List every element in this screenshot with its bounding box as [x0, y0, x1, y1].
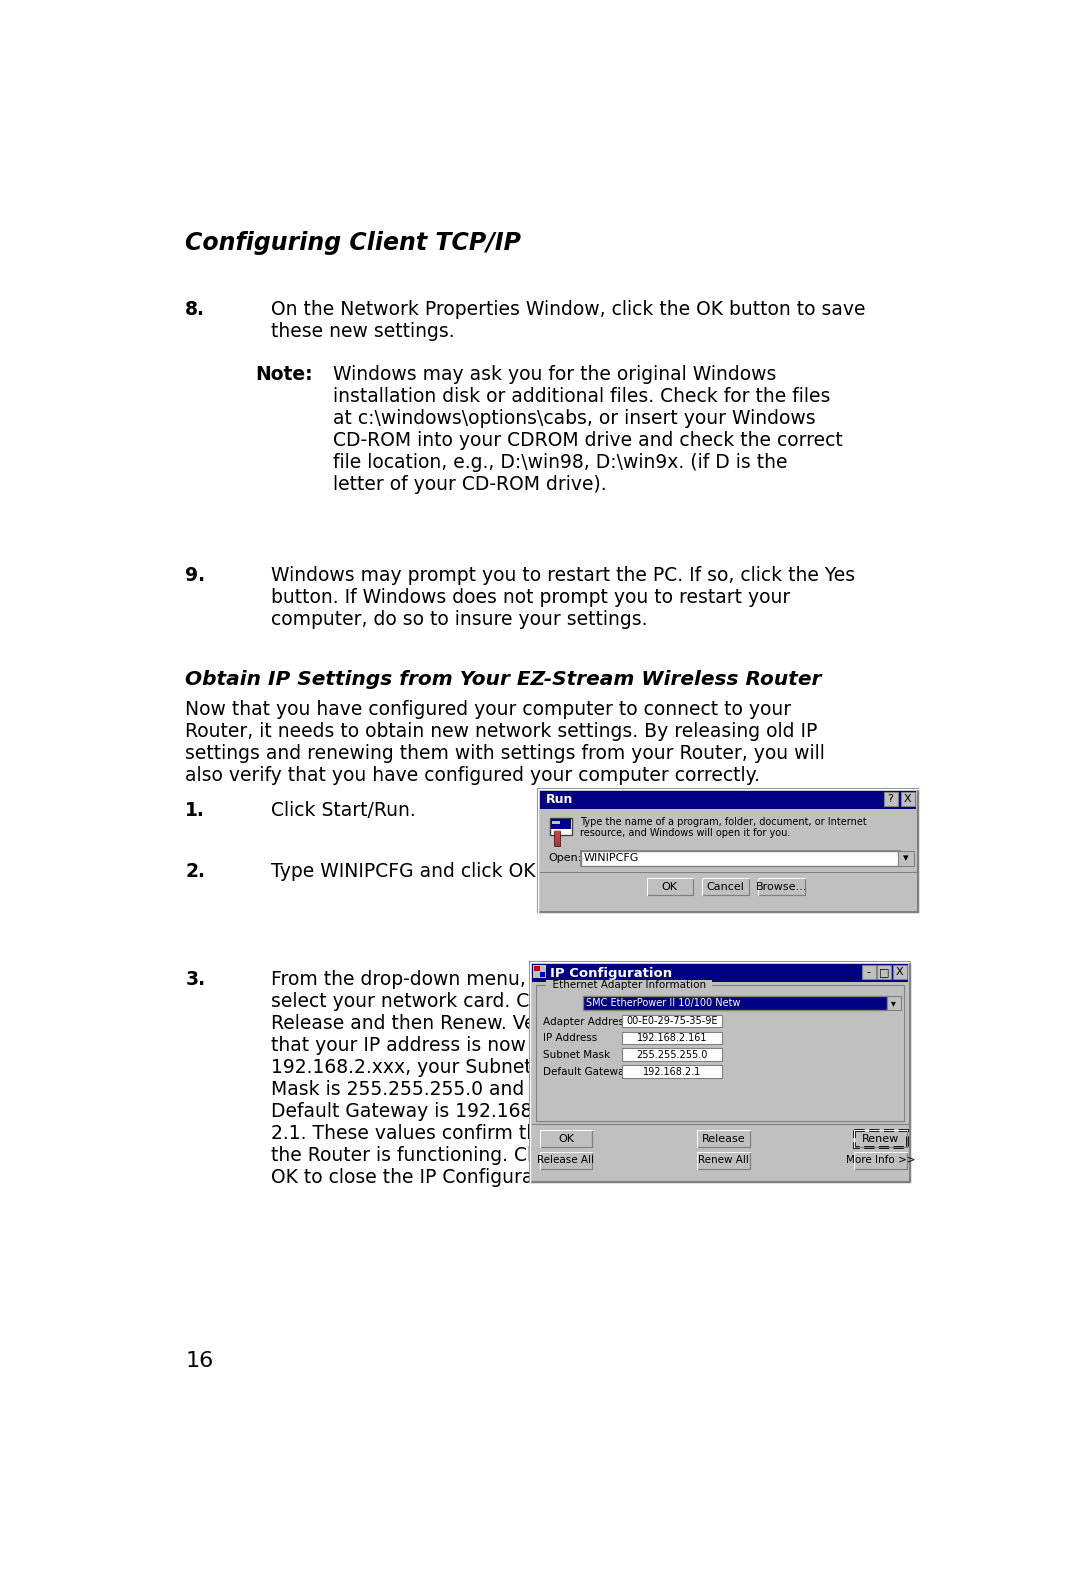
FancyBboxPatch shape [540, 972, 545, 977]
Polygon shape [554, 840, 561, 846]
FancyBboxPatch shape [583, 995, 887, 1010]
FancyBboxPatch shape [581, 851, 900, 867]
FancyBboxPatch shape [647, 878, 693, 895]
Text: ▾: ▾ [891, 999, 896, 1008]
FancyBboxPatch shape [901, 793, 915, 805]
FancyBboxPatch shape [551, 820, 571, 829]
Text: More Info >>: More Info >> [846, 1156, 916, 1165]
FancyBboxPatch shape [534, 966, 545, 978]
Text: Release: Release [701, 1134, 745, 1143]
FancyBboxPatch shape [622, 1014, 723, 1027]
Text: X: X [896, 967, 904, 977]
Text: 3.: 3. [186, 970, 205, 989]
Text: Windows may ask you for the original Windows
installation disk or additional fil: Windows may ask you for the original Win… [333, 366, 842, 495]
Text: SMC EtherPower II 10/100 Netw: SMC EtherPower II 10/100 Netw [586, 999, 741, 1008]
FancyBboxPatch shape [540, 1152, 592, 1168]
FancyBboxPatch shape [854, 1130, 907, 1148]
FancyBboxPatch shape [887, 995, 901, 1010]
Text: ?: ? [888, 794, 893, 804]
Text: 9.: 9. [186, 565, 205, 584]
Text: Default Gateway: Default Gateway [542, 1068, 630, 1077]
Text: Browse...: Browse... [756, 882, 807, 892]
Text: 255.255.255.0: 255.255.255.0 [636, 1050, 707, 1060]
Text: IP Address: IP Address [542, 1033, 597, 1044]
Text: Type WINIPCFG and click OK.: Type WINIPCFG and click OK. [271, 862, 541, 881]
FancyBboxPatch shape [697, 1152, 750, 1168]
Text: Ethernet Adapter Information: Ethernet Adapter Information [545, 980, 713, 991]
Text: Configuring Client TCP/IP: Configuring Client TCP/IP [186, 231, 522, 254]
Polygon shape [554, 831, 561, 837]
Text: IP Configuration: IP Configuration [551, 967, 673, 980]
Text: From the drop-down menu,
select your network card. Click
Release and then Renew.: From the drop-down menu, select your net… [271, 970, 650, 1187]
Text: resource, and Windows will open it for you.: resource, and Windows will open it for y… [580, 827, 791, 837]
FancyBboxPatch shape [538, 790, 918, 912]
Text: X: X [904, 794, 912, 804]
FancyBboxPatch shape [862, 966, 876, 980]
Text: ▾: ▾ [903, 854, 909, 864]
Text: Adapter Address: Adapter Address [542, 1016, 630, 1027]
Text: Open:: Open: [549, 853, 582, 862]
FancyBboxPatch shape [622, 1031, 723, 1044]
Text: OK: OK [558, 1134, 573, 1143]
FancyBboxPatch shape [554, 831, 561, 846]
FancyBboxPatch shape [551, 818, 572, 835]
Text: OK: OK [662, 882, 678, 892]
Text: 192.168.2.1: 192.168.2.1 [643, 1066, 701, 1077]
FancyBboxPatch shape [899, 851, 914, 867]
FancyBboxPatch shape [530, 962, 910, 1182]
Text: Renew: Renew [862, 1134, 900, 1143]
Text: Cancel: Cancel [706, 882, 744, 892]
Text: 2.: 2. [186, 862, 205, 881]
FancyBboxPatch shape [537, 986, 904, 1121]
FancyBboxPatch shape [540, 1130, 592, 1148]
Text: 16: 16 [186, 1352, 214, 1371]
FancyBboxPatch shape [622, 1049, 723, 1061]
FancyBboxPatch shape [697, 1130, 750, 1148]
FancyBboxPatch shape [535, 966, 540, 972]
Text: Release All: Release All [538, 1156, 594, 1165]
FancyBboxPatch shape [877, 966, 891, 980]
Text: -: - [867, 967, 870, 977]
Text: Renew All: Renew All [698, 1156, 748, 1165]
FancyBboxPatch shape [854, 1152, 907, 1168]
FancyBboxPatch shape [622, 1066, 723, 1077]
Text: Subnet Mask: Subnet Mask [542, 1050, 610, 1060]
Text: Run: Run [545, 793, 573, 807]
FancyBboxPatch shape [883, 793, 897, 805]
FancyBboxPatch shape [758, 878, 805, 895]
Text: 192.168.2.161: 192.168.2.161 [637, 1033, 707, 1042]
Text: Now that you have configured your computer to connect to your
Router, it needs t: Now that you have configured your comput… [186, 700, 825, 785]
Text: On the Network Properties Window, click the OK button to save
these new settings: On the Network Properties Window, click … [271, 300, 865, 341]
FancyBboxPatch shape [702, 878, 748, 895]
Text: WINIPCFG: WINIPCFG [583, 854, 639, 864]
FancyBboxPatch shape [531, 964, 908, 983]
Text: 8.: 8. [186, 300, 205, 319]
Text: Type the name of a program, folder, document, or Internet: Type the name of a program, folder, docu… [580, 816, 866, 827]
Text: □: □ [879, 967, 890, 977]
FancyBboxPatch shape [552, 821, 559, 824]
Text: Windows may prompt you to restart the PC. If so, click the Yes
button. If Window: Windows may prompt you to restart the PC… [271, 565, 854, 628]
Text: Note:: Note: [255, 366, 313, 385]
FancyBboxPatch shape [893, 966, 907, 980]
Text: 00-E0-29-75-35-9E: 00-E0-29-75-35-9E [626, 1016, 718, 1025]
Text: Obtain IP Settings from Your EZ-Stream Wireless Router: Obtain IP Settings from Your EZ-Stream W… [186, 670, 822, 689]
Text: Click Start/Run.: Click Start/Run. [271, 801, 416, 820]
FancyBboxPatch shape [540, 791, 916, 809]
Text: 1.: 1. [186, 801, 205, 820]
